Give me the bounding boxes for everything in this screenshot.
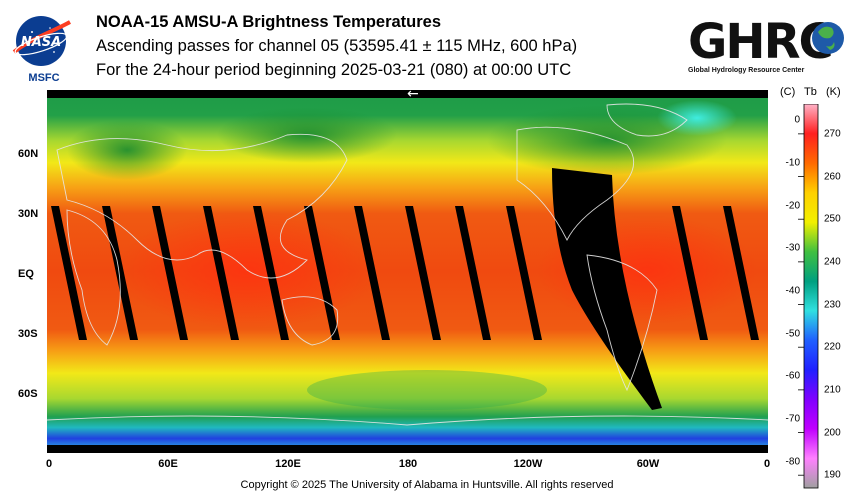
colorbar-celsius-label: -50 (785, 328, 800, 340)
colorbar (798, 104, 819, 489)
colorbar-kelvin-label: 200 (824, 427, 841, 439)
lon-label-60e: 60E (158, 458, 178, 470)
nasa-logo-caption: MSFC (28, 72, 59, 84)
page-title: NOAA-15 AMSU-A Brightness Temperatures (96, 13, 442, 31)
title-block: NOAA-15 AMSU-A Brightness Temperatures A… (96, 10, 577, 82)
brightness-temperature-map: ← (47, 90, 768, 453)
colorbar-kelvin-label: 250 (824, 213, 841, 225)
lat-label-eq: EQ (18, 268, 34, 280)
nasa-logo: NASA MSFC (12, 16, 71, 84)
colorbar-kelvin-label: 230 (824, 299, 841, 311)
colorbar-celsius-label: -40 (785, 285, 800, 297)
coastlines (47, 103, 768, 426)
lon-label-120w: 120W (513, 458, 543, 470)
colorbar-header-tb: Tb (804, 86, 817, 98)
lon-label-0-left: 0 (45, 458, 53, 470)
lat-label-30s: 30S (18, 328, 38, 340)
colorbar-celsius-label: -80 (785, 456, 800, 468)
copyright-footer: Copyright © 2025 The University of Alaba… (240, 479, 614, 491)
lon-label-180: 180 (398, 458, 418, 470)
map-svg: ← (47, 90, 768, 453)
colorbar-header-c: (C) (780, 86, 796, 98)
colorbar-celsius-label: -30 (785, 242, 800, 254)
colorbar-ramp (803, 104, 819, 489)
colorbar-celsius-label: -10 (785, 157, 800, 169)
ghrc-logo-caption: Global Hydrology Resource Center (688, 67, 805, 74)
lat-label-60s: 60S (18, 388, 38, 400)
lon-label-60w: 60W (636, 458, 660, 470)
swath-gaps (51, 168, 759, 410)
colorbar-kelvin-label: 210 (824, 384, 841, 396)
lat-label-60n: 60N (18, 148, 39, 160)
colorbar-kelvin-label: 270 (824, 128, 841, 140)
lat-label-30n: 30N (18, 208, 39, 220)
colorbar-kelvin-label: 260 (824, 171, 841, 183)
ghrc-logo: GHRC Global Hydrology Resource Center (688, 14, 844, 74)
colorbar-header-k: (K) (826, 86, 841, 98)
page-subtitle: Ascending passes for channel 05 (53595.4… (96, 37, 578, 55)
colorbar-kelvin-label: 240 (824, 256, 841, 268)
colorbar-celsius-label: -60 (785, 370, 800, 382)
colorbar-celsius-label: -20 (785, 200, 800, 212)
colorbar-celsius-label: 0 (794, 114, 800, 126)
ghrc-logo-text: GHRC (688, 14, 832, 70)
period-line: For the 24-hour period beginning 2025-03… (96, 61, 572, 79)
colorbar-kelvin-label: 190 (824, 469, 841, 481)
direction-arrow: ← (407, 90, 419, 102)
lon-label-0-right: 0 (763, 458, 771, 470)
lon-label-120e: 120E (275, 458, 301, 470)
nasa-logo-text: NASA (21, 35, 61, 50)
colorbar-kelvin-label: 220 (824, 341, 841, 353)
colorbar-celsius-label: -70 (785, 413, 800, 425)
